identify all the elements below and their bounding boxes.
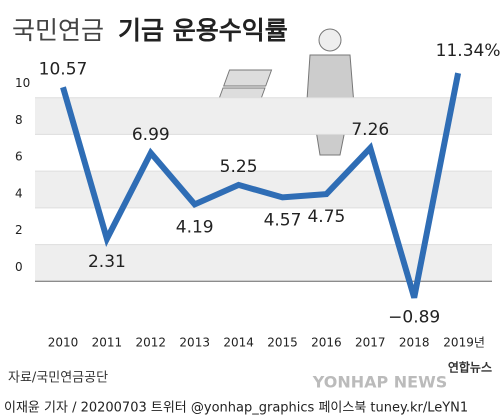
value-label: 4.19 [176, 217, 214, 237]
footer: 이재윤 기자 / 20200703 트위터 @yonhap_graphics 페… [4, 401, 468, 416]
x-tick-label: 2016 [311, 336, 342, 350]
value-label: 7.26 [351, 120, 389, 140]
x-tick-label: 2018 [399, 336, 430, 350]
logo-name: 연합뉴스 [448, 360, 492, 375]
x-tick-label: 2013 [179, 336, 210, 350]
title-bold: 기금 운용수익률 [118, 16, 288, 45]
value-label: 11.34% [436, 41, 500, 61]
value-label: −0.89 [388, 308, 440, 328]
x-tick-label: 2010 [48, 336, 79, 350]
watermark: YONHAP NEWS [312, 373, 448, 392]
y-tick-label: 8 [15, 113, 23, 127]
y-tick-label: 4 [15, 186, 23, 200]
x-tick-label: 2014 [223, 336, 254, 350]
grid-band [35, 97, 492, 135]
value-label: 4.75 [307, 207, 345, 227]
value-label: 4.57 [264, 210, 302, 230]
value-label: 5.25 [220, 157, 258, 177]
x-tick-label: 2019년 [443, 336, 485, 350]
x-tick-label: 2017 [355, 336, 386, 350]
title-light: 국민연금 [12, 16, 104, 45]
line [60, 72, 462, 299]
value-label: 6.99 [132, 125, 170, 145]
y-tick-label: 2 [15, 223, 23, 237]
value-label: 10.57 [39, 59, 88, 79]
y-tick-label: 6 [15, 150, 23, 164]
y-tick-label: 0 [15, 260, 23, 274]
source: 자료/국민연금공단 [8, 371, 108, 386]
value-label: 2.31 [88, 252, 126, 272]
illustration [209, 28, 357, 156]
x-tick-label: 2011 [92, 336, 123, 350]
y-tick-label: 10 [15, 76, 30, 90]
x-tick-label: 2012 [136, 336, 167, 350]
x-tick-label: 2015 [267, 336, 298, 350]
